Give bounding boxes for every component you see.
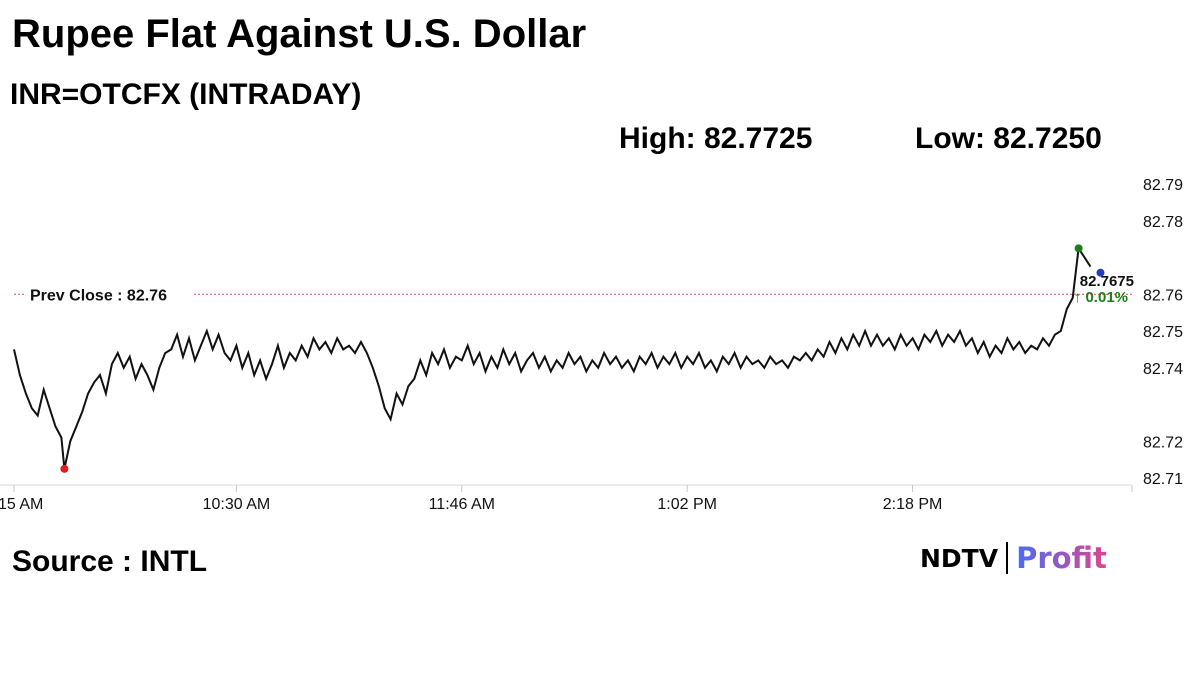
logo-profit-text: Profit [1016,541,1107,575]
y-tick-label: 82.79 [1143,177,1183,194]
y-tick-label: 82.74 [1143,361,1183,378]
x-tick-label: 11:46 AM [429,496,495,513]
intraday-line-chart: 82.71 82.72 82.74 82.75 82.76 82.78 82.79 9:15 … [0,177,1183,513]
change-percent-label: ↑ 0.01% [1074,289,1128,306]
x-tick-label: 10:30 AM [203,496,271,513]
chart-title: Rupee Flat Against U.S. Dollar [12,12,587,56]
prev-close-label-bg [24,284,192,305]
x-tick-label: 2:18 PM [883,496,943,513]
instrument-label: INR=OTCFX (INTRADAY) [10,78,362,111]
y-tick-label: 82.72 [1143,434,1183,451]
prev-close-label: Prev Close : 82.76 [30,287,167,304]
y-tick-label: 82.76 [1143,287,1183,304]
low-point-marker [60,464,69,473]
logo-ndtv-text: NDTV [920,543,999,573]
last-value-label: 82.7675 [1080,273,1134,290]
y-tick-label: 82.71 [1143,471,1183,488]
source-note: Source : INTL [12,545,208,578]
x-tick-label: 9:15 AM [0,496,43,513]
logo-divider [1006,542,1009,574]
price-line [13,245,1092,470]
y-tick-label: 82.75 [1143,324,1183,341]
ndtv-profit-logo: NDTV Profit [920,538,1107,578]
high-point-marker [1074,244,1083,253]
last-point-marker [1096,268,1105,277]
y-tick-label: 82.78 [1143,214,1183,231]
high-value: High: 82.7725 [619,122,813,155]
low-value: Low: 82.7250 [915,122,1102,155]
x-tick-label: 1:02 PM [657,496,717,513]
